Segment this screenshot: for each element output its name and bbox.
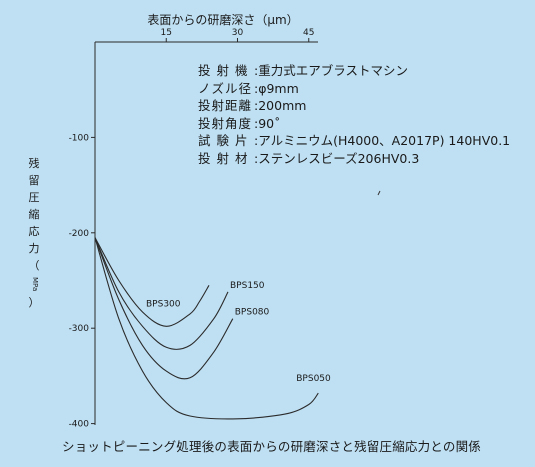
y-axis-label-char: MPa: [31, 276, 39, 292]
y-axis-label-char: 留: [28, 174, 40, 187]
condition-value: φ9mm: [258, 80, 299, 96]
x-ticks: 15 30 45: [161, 28, 314, 42]
condition-label: 投 射 機: [198, 63, 249, 78]
y-axis-label-char: 力: [28, 242, 40, 255]
condition-separator: :: [254, 63, 259, 78]
y-axis-label-char: 縮: [28, 208, 40, 221]
condition-separator: :: [254, 98, 259, 114]
series-line-bps050: [94, 237, 319, 420]
series-label-bps150: BPS150: [230, 281, 265, 291]
condition-label: ノズル径: [198, 80, 253, 96]
y-axis-label-char: 応: [28, 225, 40, 238]
y-axis-label-char: （: [28, 259, 40, 272]
y-axis-label-char: ）: [28, 296, 40, 309]
condition-separator: :: [254, 133, 259, 149]
condition-row: 投射角度:90˚: [198, 115, 510, 133]
condition-row: 投射距離:200mm: [198, 97, 510, 115]
experiment-conditions: 投 射 機: 重力式エアブラストマシン ノズル径: φ9mm 投射距離:200mm 投射角…: [198, 62, 510, 168]
series-line-bps150: [94, 237, 229, 350]
y-axis-label-char: 圧: [28, 191, 40, 204]
condition-value: 90˚: [258, 115, 281, 131]
condition-label: 投 射 材: [198, 150, 249, 166]
series-labels: BPS300 BPS150 BPS080 BPS050: [146, 281, 331, 384]
series-label-bps300: BPS300: [146, 299, 181, 309]
condition-separator: :: [254, 80, 259, 96]
condition-row: 試 験 片: アルミニウム(H4000、A2017P) 140HV0.1: [198, 132, 510, 150]
series-group: [94, 237, 319, 420]
x-tick-label: 30: [232, 28, 244, 38]
condition-row: 投 射 機: 重力式エアブラストマシン: [198, 62, 510, 80]
condition-label: 投射角度: [198, 115, 253, 131]
series-line-bps080: [94, 237, 234, 380]
condition-label: 試 験 片: [198, 133, 249, 149]
y-tick-label: -200: [69, 229, 90, 239]
condition-value: アルミニウム(H4000、A2017P) 140HV0.1: [258, 133, 511, 149]
stray-mark: [377, 190, 381, 196]
x-tick-label: 45: [303, 28, 314, 38]
x-axis-label: 表面からの研磨深さ（μm）: [147, 13, 298, 27]
condition-value: 200mm: [258, 98, 307, 114]
condition-value: 重力式エアブラストマシン: [258, 63, 408, 78]
x-tick-label: 15: [161, 28, 172, 38]
series-label-bps080: BPS080: [235, 308, 270, 318]
condition-separator: :: [254, 150, 259, 166]
figure-caption: ショットピーニング処理後の表面からの研磨深さと残留圧縮応力との関係: [62, 439, 481, 454]
series-line-bps300: [94, 237, 210, 327]
y-axis-label: 残留圧縮応力 （ MPa ）: [26, 155, 42, 311]
y-ticks: -100 -200 -300 -400: [69, 133, 95, 430]
condition-row: ノズル径: φ9mm: [198, 80, 510, 98]
y-tick-label: -400: [69, 420, 90, 430]
y-axis-label-char: 残: [28, 157, 40, 170]
series-label-bps050: BPS050: [296, 374, 331, 384]
condition-separator: :: [254, 115, 259, 131]
y-tick-label: -300: [69, 324, 90, 334]
condition-row: 投 射 材: ステンレスビーズ206HV0.3: [198, 150, 510, 168]
condition-value: ステンレスビーズ206HV0.3: [258, 150, 420, 166]
condition-label: 投射距離: [198, 98, 253, 114]
y-tick-label: -100: [69, 133, 90, 143]
